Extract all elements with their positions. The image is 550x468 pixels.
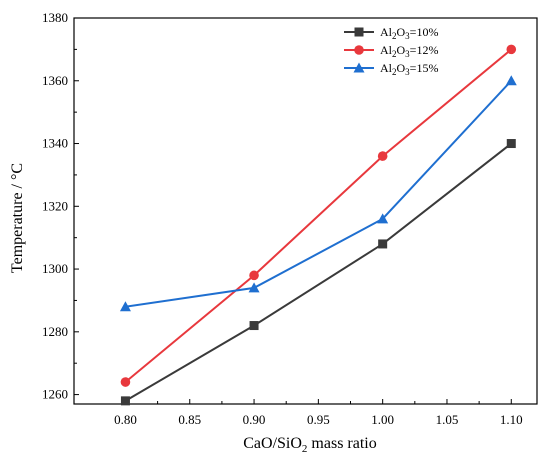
x-axis: 0.80 0.85 0.90 0.95 1.00 1.05 1.10 xyxy=(114,399,523,427)
y-tick-label: 1320 xyxy=(42,198,68,213)
y-axis: 1260 1280 1300 1320 1340 1360 1380 xyxy=(42,10,79,402)
series-2 xyxy=(120,44,517,387)
y-tick-label: 1380 xyxy=(42,10,68,25)
x-tick-label: 0.95 xyxy=(307,412,330,427)
y-tick-label: 1260 xyxy=(42,387,68,402)
data-point xyxy=(377,151,388,161)
legend: Al2O3=10% Al2O3=12% Al2O3=15% xyxy=(344,25,438,77)
legend-item: Al2O3=12% xyxy=(344,43,438,59)
legend-item: Al2O3=10% xyxy=(344,25,438,41)
data-point xyxy=(248,282,260,293)
data-point xyxy=(506,44,517,55)
data-point xyxy=(505,75,517,86)
y-tick-label: 1340 xyxy=(42,136,68,151)
x-tick-label: 1.00 xyxy=(371,412,394,427)
x-tick-label: 0.85 xyxy=(178,412,201,427)
series-1 xyxy=(120,139,516,406)
legend-item: Al2O3=15% xyxy=(344,61,438,77)
x-axis-title: CaO/SiO2 mass ratio xyxy=(243,435,377,455)
legend-marker xyxy=(353,62,365,73)
data-point xyxy=(378,239,388,249)
legend-marker xyxy=(354,27,364,37)
data-point xyxy=(120,377,131,387)
data-point xyxy=(120,396,130,406)
legend-label: Al2O3=12% xyxy=(380,43,438,59)
series-line xyxy=(124,48,512,383)
series-line xyxy=(125,80,513,308)
x-tick-label: 0.90 xyxy=(243,412,266,427)
y-axis-title: Temperature / °C xyxy=(9,163,26,273)
series-group xyxy=(119,44,517,406)
data-point xyxy=(506,139,516,149)
y-tick-label: 1360 xyxy=(42,73,68,88)
data-point xyxy=(119,301,131,312)
data-point xyxy=(249,270,259,281)
data-point xyxy=(377,213,389,224)
y-tick-label: 1280 xyxy=(42,324,68,339)
series-line xyxy=(124,142,512,402)
legend-marker xyxy=(354,45,364,55)
y-tick-label: 1300 xyxy=(42,261,68,276)
x-tick-label: 1.05 xyxy=(436,412,459,427)
plot-frame xyxy=(73,17,538,405)
legend-label: Al2O3=15% xyxy=(380,61,438,77)
x-tick-label: 1.10 xyxy=(500,412,523,427)
plot-area xyxy=(73,17,538,405)
x-tick-label: 0.80 xyxy=(114,412,137,427)
legend-label: Al2O3=10% xyxy=(380,25,438,41)
data-point xyxy=(249,321,259,331)
series-3 xyxy=(119,75,517,312)
